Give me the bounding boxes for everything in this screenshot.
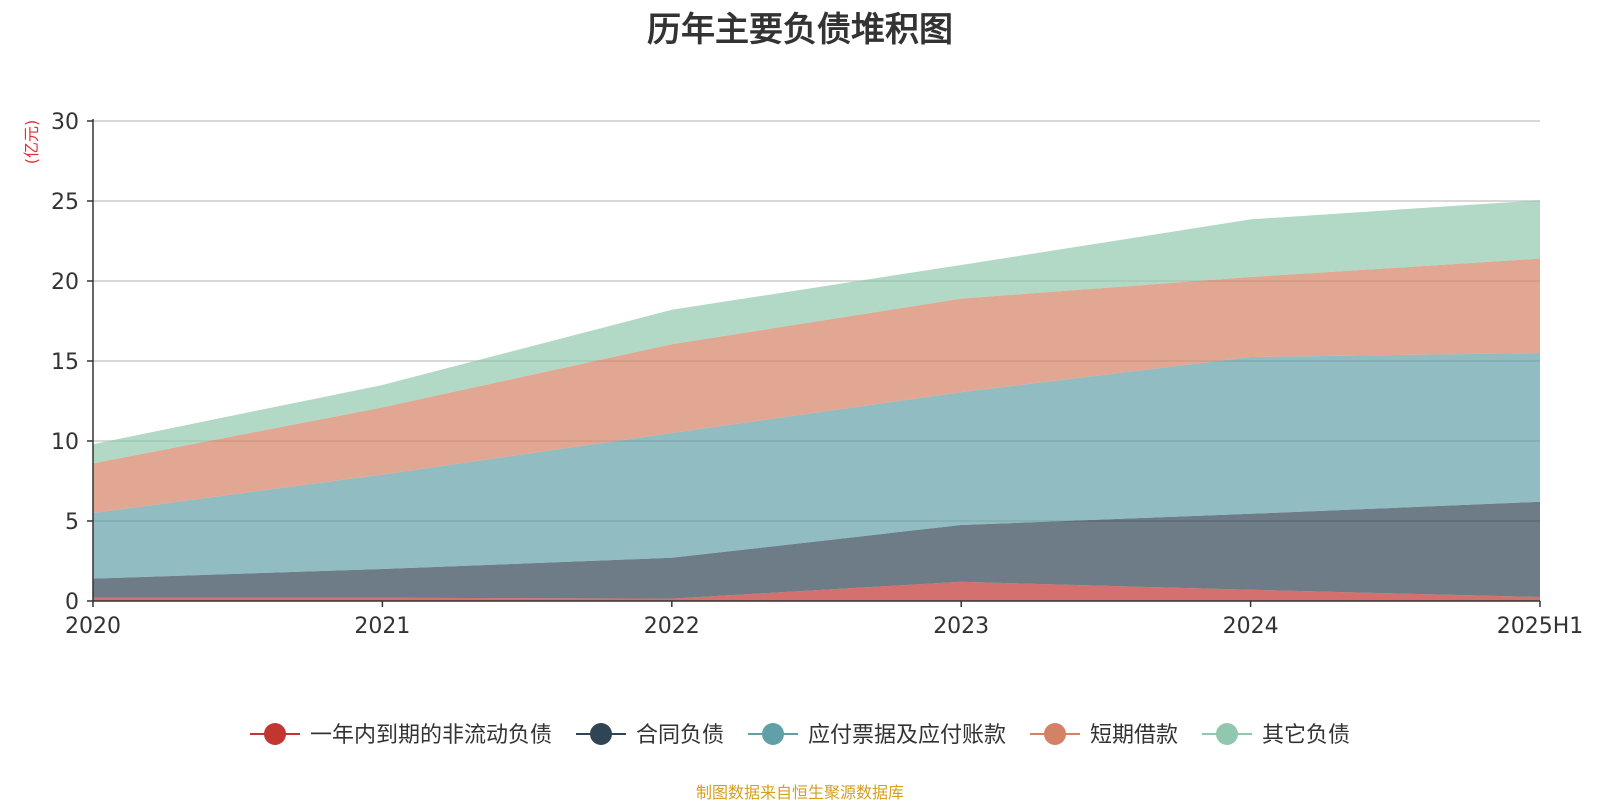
x-tick-label: 2024 [1223, 614, 1279, 639]
axes: 0 5 10 15 20 25 30 2020 2021 2022 2023 2024 2025H1 [51, 110, 1583, 639]
area-series-4 [93, 258, 1540, 513]
area-series-3 [93, 353, 1540, 579]
area-series-1 [93, 581, 1540, 601]
legend-circle-icon [1216, 723, 1238, 745]
legend-label: 短期借款 [1090, 723, 1178, 748]
legend-circle-icon [762, 723, 784, 745]
legend-item-1: 一年内到期的非流动负债 [250, 723, 552, 748]
area-series [93, 200, 1540, 601]
legend-item-3: 应付票据及应付账款 [748, 723, 1006, 748]
legend: 一年内到期的非流动负债 合同负债 应付票据及应付账款 短期借款 其它负债 [250, 723, 1350, 748]
x-tick-label: 2021 [354, 614, 410, 639]
legend-item-5: 其它负债 [1202, 723, 1350, 748]
y-tick-label: 25 [51, 190, 79, 215]
y-tick-label: 30 [51, 110, 79, 135]
legend-label: 合同负债 [636, 723, 724, 748]
y-tick-label: 10 [51, 430, 79, 455]
legend-item-2: 合同负债 [576, 723, 724, 748]
x-tick-label: 2022 [644, 614, 700, 639]
legend-label: 应付票据及应付账款 [808, 723, 1006, 748]
source-note: 制图数据来自恒生聚源数据库 [695, 783, 904, 802]
legend-label: 一年内到期的非流动负债 [310, 723, 552, 748]
x-tick-label: 2025H1 [1497, 614, 1584, 639]
y-tick-label: 5 [65, 510, 79, 535]
y-tick-label: 0 [65, 590, 79, 615]
y-tick-label: 20 [51, 270, 79, 295]
legend-circle-icon [1044, 723, 1066, 745]
chart-title: 历年主要负债堆积图 [647, 10, 953, 50]
legend-label: 其它负债 [1262, 723, 1350, 748]
x-tick-label: 2023 [933, 614, 989, 639]
area-series-2 [93, 501, 1540, 599]
area-series-5 [93, 200, 1540, 464]
legend-item-4: 短期借款 [1030, 723, 1178, 748]
y-unit-label: (亿元) [22, 120, 41, 165]
legend-circle-icon [590, 723, 612, 745]
x-tick-label: 2020 [65, 614, 121, 639]
legend-circle-icon [264, 723, 286, 745]
y-tick-label: 15 [51, 350, 79, 375]
